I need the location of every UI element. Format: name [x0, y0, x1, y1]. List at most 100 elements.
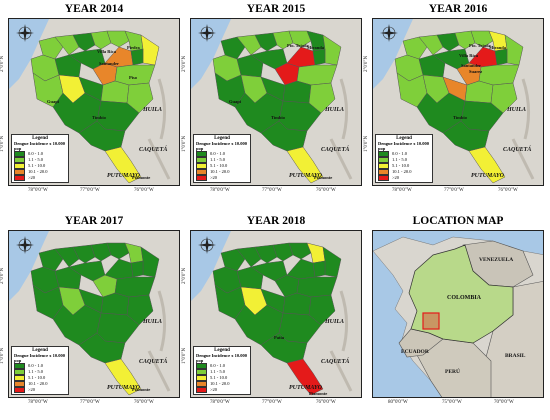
legend-label: 0.0 - 1.0: [392, 151, 407, 156]
municipality-19: [308, 82, 336, 114]
region-label-putumayo: PUTUMAYO: [471, 173, 504, 179]
coord-label-x2: 77°0'0"W: [80, 400, 100, 405]
coord-label-x2: 77°0'0"W: [262, 188, 282, 193]
coord-label-x2: 77°0'0"W: [80, 188, 100, 193]
legend-item: >20: [196, 387, 248, 393]
municipality-22: [442, 120, 490, 152]
map-svg: [191, 231, 353, 396]
municipality-22: [78, 120, 126, 152]
town-label: Piamonte: [132, 387, 151, 392]
town-label: Guapi: [229, 99, 242, 104]
choropleth-map: HUILA CAQUETÁ PUTUMAYO Villa Rica Santander P…: [8, 18, 180, 186]
region-label-caqueta: CAQUETÁ: [139, 359, 168, 365]
legend-subtitle: Dengue Incidence x 10.000 pop: [378, 141, 429, 151]
map-panel-2015: YEAR 2015 HUILA CAQUETÁ PUTUMAYO Pto. Tejada…: [182, 2, 362, 199]
legend-swatch: [14, 363, 25, 369]
choropleth-map: HUILA CAQUETÁ PUTUMAYO Patia Piamonte Legend D…: [190, 230, 362, 398]
municipality-18: [100, 292, 130, 316]
region-label-caqueta: CAQUETÁ: [139, 147, 168, 153]
legend-subtitle: Dengue Incidence x 10.000 pop: [196, 141, 247, 151]
municipality-19: [308, 294, 336, 326]
map-svg: [191, 19, 353, 184]
map-panel-2018: YEAR 2018 HUILA CAQUETÁ PUTUMAYO Patia Piamon…: [182, 214, 362, 411]
coord-label-x3: 76°0'0"W: [134, 188, 154, 193]
north-arrow-icon: [16, 24, 34, 42]
municipality-22: [78, 332, 126, 364]
map-legend: Legend Dengue Incidence x 10.000 pop 0.0 -…: [11, 346, 69, 395]
legend-swatch: [14, 387, 25, 393]
panel-title: YEAR 2018: [246, 215, 306, 227]
town-label: Piamonte: [314, 175, 333, 180]
town-label: Pto. Tejada: [287, 43, 309, 48]
coord-label-x1: 78°0'0"W: [28, 188, 48, 193]
municipality-3: [254, 32, 278, 52]
municipality-7: [322, 246, 342, 278]
coord-label-x3: 76°0'0"W: [316, 188, 336, 193]
legend-label: >20: [210, 387, 218, 392]
sea-area: [9, 231, 49, 301]
municipality-9: [418, 54, 446, 78]
location-map-svg: [373, 236, 543, 397]
legend-label: 5.1 - 10.0: [28, 163, 46, 168]
municipality-23: [286, 146, 324, 184]
legend-item: 5.1 - 10.0: [196, 375, 248, 381]
municipality-5: [470, 30, 494, 48]
town-label: Timbio: [92, 115, 106, 120]
terrain-ridge: [511, 78, 535, 180]
municipality-12: [104, 258, 134, 280]
legend-swatch: [196, 381, 207, 387]
legend-item: 10.1 - 20.0: [14, 169, 66, 175]
legend-item: >20: [196, 175, 248, 181]
town-label: Miranda: [489, 45, 507, 50]
coord-label-y2: 1°0'0"N: [364, 135, 369, 152]
sea-area: [373, 19, 413, 89]
municipality-13: [130, 260, 144, 278]
legend-item: >20: [378, 175, 430, 181]
coord-label-x1: 78°0'0"W: [28, 400, 48, 405]
legend-label: 1.1 - 5.0: [210, 369, 225, 374]
loc-coord-x2: 75°0'0"W: [442, 400, 462, 405]
legend-item: 1.1 - 5.0: [196, 157, 248, 163]
loc-coord-x1: 80°0'0"W: [388, 400, 408, 405]
legend-label: 0.0 - 1.0: [210, 151, 225, 156]
municipality-1: [38, 248, 64, 272]
terrain-ridge: [147, 290, 171, 392]
legend-swatch: [378, 175, 389, 181]
legend-swatch: [196, 151, 207, 157]
north-arrow-icon: [380, 24, 398, 42]
coord-label-x1: 78°0'0"W: [210, 400, 230, 405]
map-panel-2014: YEAR 2014 HUILA CAQUETÁ PUTUMAYO Villa Rica S…: [0, 2, 180, 199]
study-area-box: [422, 312, 440, 330]
municipality-18: [282, 80, 312, 104]
legend-label: >20: [392, 175, 400, 180]
legend-label: 0.0 - 1.0: [28, 363, 43, 368]
legend-title: Legend: [32, 136, 48, 141]
coord-label-x3: 76°0'0"W: [316, 400, 336, 405]
municipality-2: [54, 34, 80, 56]
legend-item: 5.1 - 10.0: [14, 163, 66, 169]
municipality-2: [236, 34, 262, 56]
label-ecuador: ECUADOR: [401, 349, 429, 355]
legend-title: Legend: [214, 348, 230, 353]
legend-swatch: [378, 151, 389, 157]
municipality-2: [236, 246, 262, 268]
municipality-4: [90, 242, 112, 262]
coord-label-y2: 1°0'0"N: [0, 347, 5, 364]
legend-swatch: [196, 387, 207, 393]
region-label-huila: HUILA: [143, 107, 163, 113]
municipality-5: [288, 242, 312, 260]
municipality-13: [130, 48, 144, 66]
legend-swatch: [14, 157, 25, 163]
terrain-ridge: [329, 78, 353, 180]
municipality-23: [104, 146, 142, 184]
coord-label-x2: 77°0'0"W: [262, 400, 282, 405]
legend-swatch: [196, 163, 207, 169]
legend-item: 1.1 - 5.0: [196, 369, 248, 375]
legend-item: 10.1 - 20.0: [196, 381, 248, 387]
region-label-caqueta: CAQUETÁ: [321, 147, 350, 153]
label-venezuela: VENEZUELA: [479, 257, 514, 263]
municipality-12: [286, 46, 316, 68]
legend-swatch: [196, 175, 207, 181]
municipality-3: [436, 32, 460, 52]
region-label-putumayo: PUTUMAYO: [289, 173, 322, 179]
